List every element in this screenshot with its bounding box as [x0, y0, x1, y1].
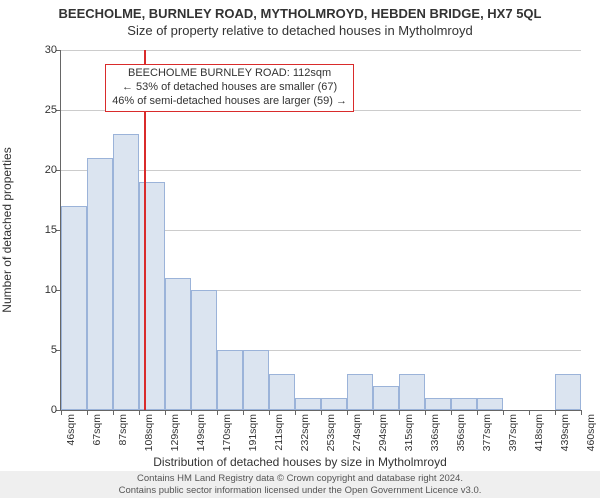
chart-title-main: BEECHOLME, BURNLEY ROAD, MYTHOLMROYD, HE…: [0, 0, 600, 21]
x-tick-label: 87sqm: [117, 414, 129, 446]
footer-attribution: Contains HM Land Registry data © Crown c…: [0, 471, 600, 498]
x-tick-mark: [113, 410, 114, 415]
x-tick-label: 149sqm: [195, 414, 207, 451]
annotation-line: BEECHOLME BURNLEY ROAD: 112sqm: [112, 67, 347, 81]
x-tick-label: 191sqm: [247, 414, 259, 451]
x-tick-label: 129sqm: [169, 414, 181, 451]
x-tick-mark: [87, 410, 88, 415]
x-tick-label: 274sqm: [351, 414, 363, 451]
chart-title-sub: Size of property relative to detached ho…: [0, 21, 600, 38]
histogram-bar: [477, 398, 503, 410]
y-tick-label: 0: [33, 404, 57, 416]
histogram-bar: [555, 374, 581, 410]
grid-line: [61, 170, 581, 171]
histogram-bar: [321, 398, 347, 410]
x-axis-label: Distribution of detached houses by size …: [153, 455, 446, 469]
histogram-bar: [139, 182, 165, 410]
y-tick-label: 25: [33, 104, 57, 116]
y-tick-label: 5: [33, 344, 57, 356]
x-tick-label: 460sqm: [585, 414, 597, 451]
histogram-bar: [295, 398, 321, 410]
histogram-bar: [113, 134, 139, 410]
x-tick-mark: [581, 410, 582, 415]
annotation-line: 46% of semi-detached houses are larger (…: [112, 95, 347, 109]
x-tick-mark: [191, 410, 192, 415]
y-tick-label: 15: [33, 224, 57, 236]
chart-container: BEECHOLME, BURNLEY ROAD, MYTHOLMROYD, HE…: [0, 0, 600, 500]
x-tick-mark: [503, 410, 504, 415]
x-tick-mark: [269, 410, 270, 415]
x-tick-label: 170sqm: [221, 414, 233, 451]
x-tick-label: 315sqm: [403, 414, 415, 451]
histogram-bar: [243, 350, 269, 410]
footer-line1: Contains HM Land Registry data © Crown c…: [0, 473, 600, 484]
x-tick-label: 211sqm: [273, 414, 285, 451]
y-axis-label: Number of detached properties: [0, 147, 14, 312]
histogram-bar: [61, 206, 87, 410]
x-tick-mark: [425, 410, 426, 415]
x-tick-mark: [451, 410, 452, 415]
histogram-bar: [399, 374, 425, 410]
histogram-bar: [217, 350, 243, 410]
x-tick-label: 356sqm: [455, 414, 467, 451]
x-tick-mark: [399, 410, 400, 415]
histogram-bar: [451, 398, 477, 410]
x-tick-label: 108sqm: [143, 414, 155, 451]
x-tick-mark: [217, 410, 218, 415]
x-tick-mark: [477, 410, 478, 415]
x-tick-mark: [321, 410, 322, 415]
x-tick-mark: [139, 410, 140, 415]
x-tick-label: 232sqm: [299, 414, 311, 451]
grid-line: [61, 50, 581, 51]
x-tick-mark: [555, 410, 556, 415]
x-tick-label: 418sqm: [533, 414, 545, 451]
x-tick-mark: [373, 410, 374, 415]
x-tick-mark: [165, 410, 166, 415]
x-tick-label: 336sqm: [429, 414, 441, 451]
x-tick-mark: [347, 410, 348, 415]
x-tick-label: 253sqm: [325, 414, 337, 451]
histogram-bar: [269, 374, 295, 410]
x-tick-label: 439sqm: [559, 414, 571, 451]
footer-line2: Contains public sector information licen…: [0, 485, 600, 496]
x-tick-label: 294sqm: [377, 414, 389, 451]
x-tick-mark: [295, 410, 296, 415]
histogram-bar: [347, 374, 373, 410]
histogram-bar: [165, 278, 191, 410]
x-tick-mark: [529, 410, 530, 415]
y-tick-label: 20: [33, 164, 57, 176]
x-tick-label: 377sqm: [481, 414, 493, 451]
y-tick-label: 10: [33, 284, 57, 296]
histogram-bar: [425, 398, 451, 410]
histogram-bar: [191, 290, 217, 410]
histogram-bar: [87, 158, 113, 410]
x-tick-label: 67sqm: [91, 414, 103, 446]
histogram-bar: [373, 386, 399, 410]
chart-plot-area: 05101520253046sqm67sqm87sqm108sqm129sqm1…: [60, 50, 581, 411]
annotation-box: BEECHOLME BURNLEY ROAD: 112sqm← 53% of d…: [105, 64, 354, 111]
x-tick-mark: [61, 410, 62, 415]
x-tick-label: 397sqm: [507, 414, 519, 451]
x-tick-mark: [243, 410, 244, 415]
x-tick-label: 46sqm: [65, 414, 77, 446]
annotation-line: ← 53% of detached houses are smaller (67…: [112, 81, 347, 95]
y-tick-label: 30: [33, 44, 57, 56]
